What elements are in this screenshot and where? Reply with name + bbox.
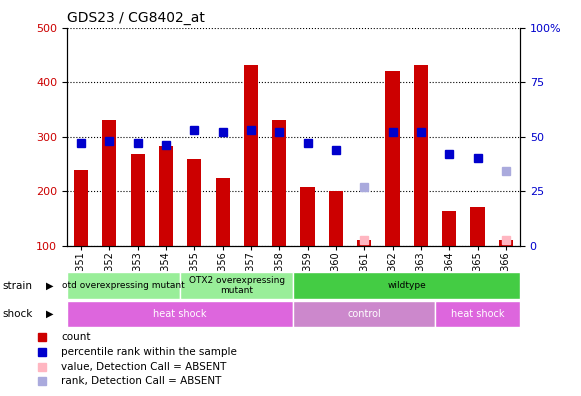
Text: heat shock: heat shock xyxy=(153,309,207,319)
Text: value, Detection Call = ABSENT: value, Detection Call = ABSENT xyxy=(61,362,227,371)
Bar xyxy=(471,208,485,246)
Bar xyxy=(293,301,435,327)
Text: control: control xyxy=(347,309,381,319)
Bar xyxy=(67,301,293,327)
Bar xyxy=(498,240,513,246)
Bar xyxy=(187,160,202,246)
Text: strain: strain xyxy=(3,280,33,291)
Text: ▶: ▶ xyxy=(46,280,53,291)
Bar xyxy=(442,211,456,246)
Bar xyxy=(414,65,428,246)
Text: shock: shock xyxy=(3,309,33,319)
Bar xyxy=(102,120,116,246)
Text: rank, Detection Call = ABSENT: rank, Detection Call = ABSENT xyxy=(61,376,221,386)
Text: ▶: ▶ xyxy=(46,309,53,319)
Bar xyxy=(180,272,293,299)
Bar xyxy=(244,65,258,246)
Bar xyxy=(385,71,400,246)
Text: wildtype: wildtype xyxy=(388,281,426,290)
Text: OTX2 overexpressing
mutant: OTX2 overexpressing mutant xyxy=(189,276,285,295)
Text: otd overexpressing mutant: otd overexpressing mutant xyxy=(62,281,185,290)
Bar xyxy=(67,272,180,299)
Bar xyxy=(159,146,173,246)
Bar xyxy=(131,154,145,246)
Text: count: count xyxy=(61,332,91,342)
Text: percentile rank within the sample: percentile rank within the sample xyxy=(61,347,237,357)
Bar xyxy=(300,187,315,246)
Bar xyxy=(272,120,286,246)
Text: heat shock: heat shock xyxy=(451,309,504,319)
Bar xyxy=(357,240,371,246)
Text: GDS23 / CG8402_at: GDS23 / CG8402_at xyxy=(67,11,205,25)
Bar xyxy=(293,272,520,299)
Bar xyxy=(329,191,343,246)
Bar xyxy=(435,301,520,327)
Bar xyxy=(74,170,88,246)
Bar xyxy=(216,178,229,246)
